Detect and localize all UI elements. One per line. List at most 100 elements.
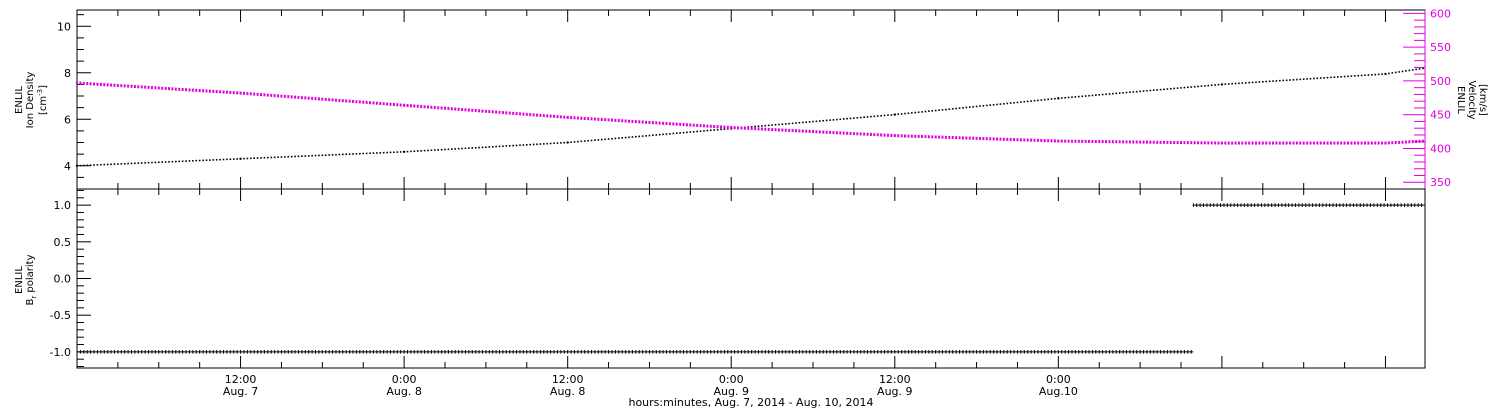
velocity-point: [1183, 141, 1186, 145]
x-tick-label-time: 0:00: [1046, 373, 1071, 386]
polarity-point: [100, 350, 102, 354]
density-point: [440, 148, 443, 151]
density-point: [96, 164, 99, 166]
velocity-point: [246, 92, 249, 96]
density-data-point: [566, 141, 569, 144]
density-point: [716, 128, 719, 131]
polarity-point: [424, 350, 426, 354]
density-point: [110, 163, 112, 166]
velocity-point: [750, 127, 753, 131]
x-tick-label-date: Aug. 9: [877, 385, 912, 398]
velocity-point: [348, 99, 351, 103]
polarity-point: [611, 350, 613, 354]
polarity-point: [894, 350, 896, 354]
velocity-point: [910, 134, 913, 138]
density-point: [975, 105, 978, 108]
polarity-point: [683, 350, 685, 354]
velocity-point: [338, 98, 341, 102]
polarity-point: [1220, 203, 1222, 207]
velocity-point: [396, 103, 399, 107]
polarity-point: [403, 350, 405, 354]
polarity-point: [311, 350, 313, 354]
velocity-point: [801, 129, 804, 133]
polarity-point: [79, 350, 81, 354]
polarity-point: [1064, 350, 1066, 354]
density-point: [1026, 100, 1029, 103]
velocity-point: [835, 131, 838, 135]
polarity-point: [1240, 203, 1242, 207]
density-point: [226, 158, 228, 161]
polarity-point: [349, 350, 351, 354]
density-point: [876, 115, 879, 117]
velocity-data-point: [566, 116, 569, 119]
density-point: [410, 150, 412, 153]
velocity-point: [1364, 141, 1367, 145]
polarity-point: [764, 350, 766, 354]
velocity-point: [382, 102, 385, 106]
polarity-point: [359, 350, 361, 354]
density-point: [1323, 77, 1325, 79]
polarity-point: [209, 350, 211, 354]
density-point: [515, 144, 518, 147]
density-unit-base: [cm: [38, 96, 49, 115]
polarity-point: [522, 350, 524, 354]
density-point: [1081, 95, 1084, 98]
velocity-point: [505, 111, 508, 115]
density-point: [798, 121, 801, 124]
polarity-point: [182, 350, 184, 354]
polarity-point: [713, 350, 715, 354]
polarity-point: [614, 350, 616, 354]
velocity-axis-label-line1: ENLIL: [1455, 86, 1466, 114]
velocity-point: [212, 89, 215, 93]
velocity-point: [444, 106, 447, 110]
velocity-point: [1309, 141, 1312, 145]
velocity-point: [1081, 139, 1084, 143]
velocity-data-point: [239, 91, 242, 95]
velocity-point: [863, 132, 866, 136]
velocity-point: [1306, 141, 1309, 145]
velocity-point: [607, 118, 610, 122]
velocity-point: [99, 82, 102, 86]
polarity-point: [1383, 203, 1385, 207]
polarity-point: [519, 350, 521, 354]
polarity-segment: [76, 350, 1194, 354]
polarity-point: [1332, 203, 1334, 207]
velocity-point: [638, 120, 641, 124]
velocity-point: [127, 84, 130, 88]
density-point: [842, 118, 845, 120]
polarity-point: [822, 350, 824, 354]
velocity-point: [86, 82, 89, 86]
velocity-y-tick-label: 400: [1430, 142, 1451, 155]
polarity-point: [1397, 203, 1399, 207]
density-point: [1411, 69, 1414, 71]
density-point: [757, 125, 760, 128]
polarity-point: [1139, 350, 1141, 354]
velocity-point: [1231, 141, 1234, 145]
velocity-point: [1180, 141, 1183, 145]
density-point: [1091, 94, 1094, 97]
velocity-point: [1323, 141, 1326, 145]
polarity-point: [1051, 350, 1053, 354]
polarity-point: [870, 350, 872, 354]
density-point: [508, 144, 511, 147]
density-point: [958, 107, 961, 109]
density-point: [1224, 83, 1227, 85]
density-point: [1255, 81, 1257, 84]
density-point: [662, 133, 664, 136]
density-point: [1391, 72, 1394, 74]
density-point: [1105, 93, 1107, 96]
velocity-point: [1108, 140, 1111, 144]
density-point: [1330, 76, 1332, 79]
velocity-point: [743, 126, 746, 130]
velocity-point: [1374, 141, 1377, 145]
density-point: [297, 155, 300, 158]
polarity-point: [594, 350, 596, 354]
polarity-point: [1132, 350, 1134, 354]
density-point: [1040, 99, 1043, 101]
polarity-point: [141, 350, 143, 354]
polarity-point: [1393, 203, 1395, 207]
density-point: [968, 106, 971, 108]
density-point: [822, 119, 825, 122]
velocity-point: [679, 122, 682, 126]
